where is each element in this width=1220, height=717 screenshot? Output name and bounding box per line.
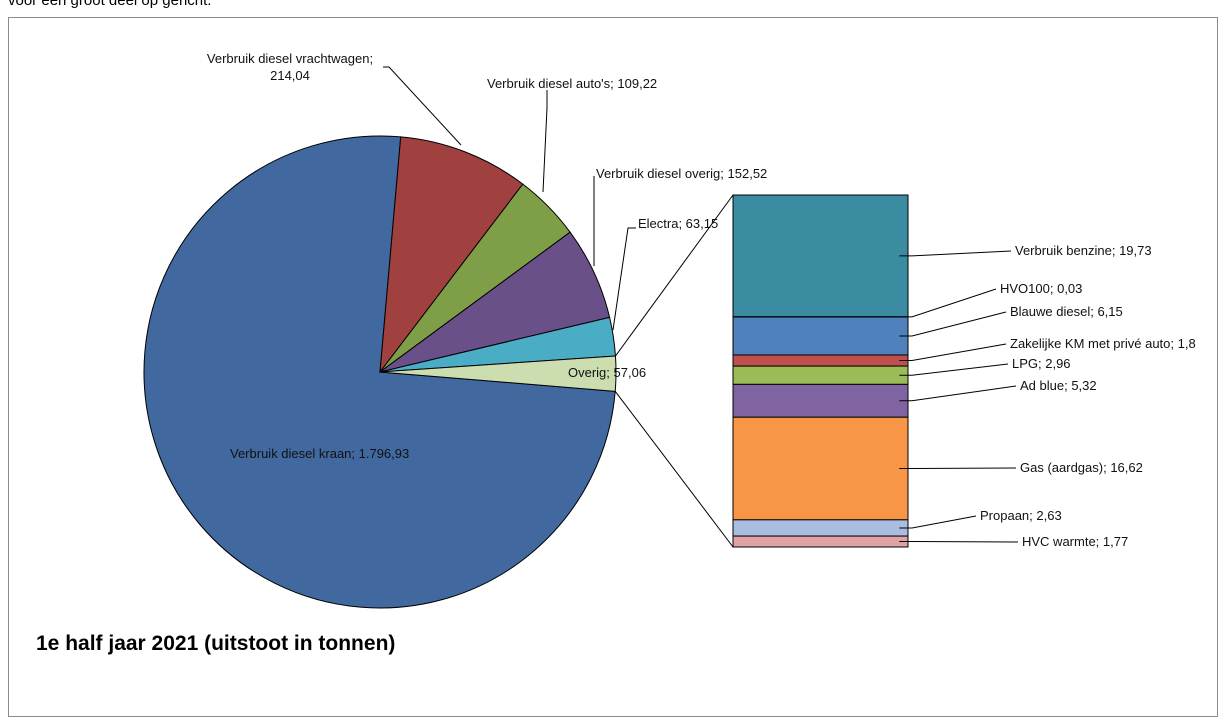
connector-line-bottom bbox=[614, 390, 734, 548]
pie-slice-label: Verbruik diesel kraan; 1.796,93 bbox=[230, 446, 409, 461]
bar-segment-label: HVO100; 0,03 bbox=[1000, 281, 1082, 296]
bar-segment-label: Ad blue; 5,32 bbox=[1020, 378, 1097, 393]
bar-segment-label: LPG; 2,96 bbox=[1012, 356, 1071, 371]
chart-title: 1e half jaar 2021 (uitstoot in tonnen) bbox=[36, 632, 395, 655]
pie-slice-label: Verbruik diesel auto's; 109,22 bbox=[487, 76, 657, 91]
bar-segment bbox=[732, 535, 909, 548]
bar-leader-line bbox=[899, 515, 977, 529]
bar-segment-label: Propaan; 2,63 bbox=[980, 508, 1062, 523]
pie-leader-line bbox=[542, 90, 548, 193]
bar-group bbox=[732, 194, 909, 548]
bar-leader-line bbox=[899, 343, 1007, 361]
bar-segment bbox=[732, 365, 909, 385]
connector-group bbox=[614, 194, 734, 548]
pie-slice-label: Verbruik diesel vrachtwagen; bbox=[207, 51, 373, 66]
pie-leader-line bbox=[612, 227, 636, 331]
bar-leader-line bbox=[899, 385, 1017, 402]
bar-leader-line bbox=[899, 288, 997, 318]
bar-segment-label: Zakelijke KM met privé auto; 1,8 bbox=[1010, 336, 1196, 351]
pie-slice-label: Verbruik diesel overig; 152,52 bbox=[596, 166, 767, 181]
pie-slice-label: Overig; 57,06 bbox=[568, 365, 646, 380]
bar-segment bbox=[732, 519, 909, 537]
bar-segment bbox=[732, 354, 909, 367]
pie-slice-label: Electra; 63,15 bbox=[638, 216, 718, 231]
bar-leader-line bbox=[899, 311, 1007, 337]
bar-segment-label: Verbruik benzine; 19,73 bbox=[1015, 243, 1152, 258]
bar-leader-line bbox=[899, 467, 1017, 469]
bar-segment-label: Blauwe diesel; 6,15 bbox=[1010, 304, 1123, 319]
pie-group bbox=[143, 135, 617, 609]
pie-leader-line bbox=[383, 66, 462, 146]
document-text: voor een groot deel op gericht. bbox=[8, 0, 212, 9]
pie-slice-label: 214,04 bbox=[270, 68, 310, 83]
bar-leader-line bbox=[899, 250, 1012, 257]
bar-segment-label: Gas (aardgas); 16,62 bbox=[1020, 460, 1143, 475]
pie-label-group: Verbruik diesel kraan; 1.796,93 Overig; 5… bbox=[207, 51, 767, 461]
bar-leader-line bbox=[899, 363, 1009, 376]
bar-segment bbox=[732, 416, 909, 521]
bar-segment bbox=[732, 316, 909, 356]
pie-slice bbox=[379, 136, 524, 374]
bar-leader-line bbox=[899, 541, 1019, 543]
bar-segment-label: HVC warmte; 1,77 bbox=[1022, 534, 1128, 549]
connector-line-top bbox=[615, 194, 734, 357]
bar-segment bbox=[732, 383, 909, 418]
bar-label-group: Verbruik benzine; 19,73 HVO100; 0,03 Blauw… bbox=[899, 243, 1196, 549]
bar-segment bbox=[732, 194, 909, 318]
